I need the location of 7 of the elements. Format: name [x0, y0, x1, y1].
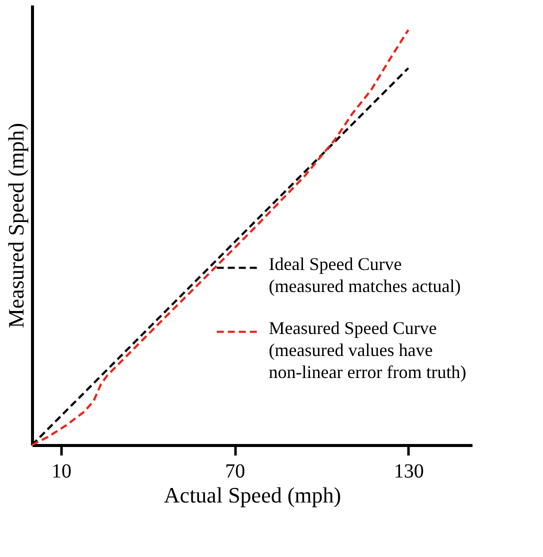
x-axis-title: Actual Speed (mph): [164, 482, 342, 508]
x-tick-label: 70: [225, 460, 246, 482]
x-tick-label: 130: [394, 460, 424, 482]
y-axis-title: Measured Speed (mph): [4, 122, 28, 328]
legend-label: Ideal Speed Curve (measured matches actual): [268, 254, 461, 296]
x-tick-label: 10: [51, 460, 72, 482]
legend-label: Measured Speed Curve (measured values have non-linear error from truth): [268, 318, 466, 382]
